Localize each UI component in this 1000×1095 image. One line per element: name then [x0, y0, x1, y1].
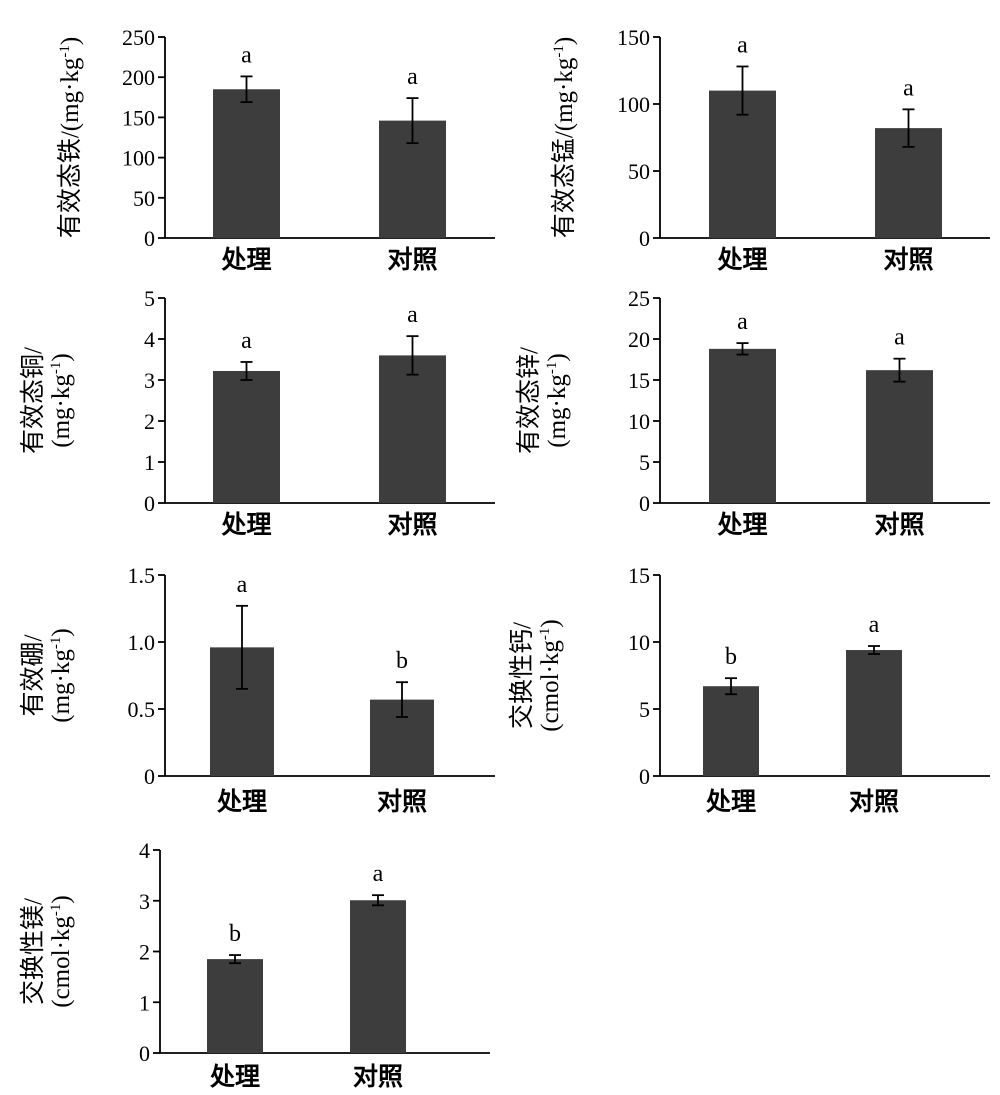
category-label: 对照	[883, 246, 933, 274]
chart-panel-3: 0 1 2 3 4 5 a 处理 a 对照 有效态铜/(mg·kg-1)	[19, 286, 495, 539]
significance-label: a	[737, 309, 748, 335]
y-axis-label-line1: 有效硼/	[19, 634, 47, 716]
significance-label: b	[229, 921, 241, 947]
y-tick-label: 0	[639, 226, 650, 251]
y-tick-label: 1	[139, 990, 150, 1015]
y-axis-label-line1: 有效态铜/	[19, 347, 47, 454]
y-tick-label: 0	[144, 491, 155, 516]
category-label: 对照	[377, 788, 427, 816]
category-label: 对照	[849, 788, 899, 816]
y-tick-label: 3	[144, 368, 155, 393]
y-axis-label-line2: (mg·kg-1)	[544, 353, 571, 447]
bar	[213, 370, 280, 503]
y-axis-label-line1: 有效态锌/	[515, 347, 543, 454]
y-tick-label: 0	[144, 226, 155, 251]
y-tick-label: 15	[628, 563, 650, 588]
y-tick-label: 1	[144, 450, 155, 475]
y-tick-label: 0	[139, 1041, 150, 1066]
y-axis-label-line2: (mg·kg-1)	[48, 353, 75, 447]
y-tick-label: 5	[144, 286, 155, 311]
y-tick-label: 0	[144, 764, 155, 789]
bar	[350, 900, 406, 1053]
y-tick-label: 150	[617, 25, 650, 50]
significance-label: b	[725, 644, 737, 670]
y-tick-label: 5	[639, 697, 650, 722]
y-tick-label: 100	[617, 92, 650, 117]
chart-panel-2: 0 50 100 150 a 处理 a 对照 有效态锰/(mg·kg-1)	[550, 25, 990, 274]
y-tick-label: 10	[628, 409, 650, 434]
y-tick-label: 1.5	[128, 563, 156, 588]
y-tick-label: 2	[144, 409, 155, 434]
chart-panel-6: 0 5 10 15 b 处理 a 对照 交换性钙/(cmol·kg-1)	[508, 563, 990, 816]
significance-label: a	[407, 302, 418, 328]
category-label: 对照	[387, 246, 437, 274]
y-axis-label-line2: (cmol·kg-1)	[48, 895, 75, 1007]
y-tick-label: 20	[628, 327, 650, 352]
y-axis-label-line2: (mg·kg-1)	[48, 628, 75, 722]
bar	[213, 89, 280, 238]
y-tick-label: 1.0	[128, 630, 156, 655]
y-axis-label: 有效态锰/(mg·kg-1)	[550, 37, 578, 238]
category-label: 处理	[216, 788, 267, 816]
bar	[703, 686, 759, 776]
chart-panel-5: 0 0.5 1.0 1.5 a 处理 b 对照 有效硼/(mg·kg-1)	[19, 563, 495, 816]
y-tick-label: 5	[639, 450, 650, 475]
y-tick-label: 15	[628, 368, 650, 393]
y-axis-label-line1: 交换性钙/	[508, 622, 536, 729]
y-tick-label: 0	[639, 764, 650, 789]
category-label: 处理	[220, 246, 271, 274]
significance-label: a	[894, 325, 905, 351]
y-tick-label: 0.5	[128, 697, 156, 722]
category-label: 对照	[874, 511, 924, 539]
significance-label: b	[396, 648, 408, 674]
y-tick-label: 10	[628, 630, 650, 655]
category-label: 处理	[716, 511, 767, 539]
y-tick-label: 3	[139, 889, 150, 914]
chart-panel-4: 0 5 10 15 20 25 a 处理 a 对照 有效态锌/(mg·kg-1)	[515, 286, 990, 539]
significance-label: a	[373, 861, 384, 887]
significance-label: a	[237, 572, 248, 598]
category-label: 处理	[716, 246, 767, 274]
bar	[207, 959, 263, 1053]
significance-label: a	[241, 42, 252, 68]
category-label: 处理	[209, 1063, 260, 1091]
category-label: 处理	[705, 788, 756, 816]
significance-label: a	[869, 612, 880, 638]
significance-label: a	[407, 64, 418, 90]
bar	[379, 355, 446, 503]
significance-label: a	[903, 75, 914, 101]
chart-panel-7: 0 1 2 3 4 b 处理 a 对照 交换性镁/(cmol·kg-1)	[19, 838, 490, 1091]
y-tick-label: 2	[139, 940, 150, 965]
chart-panel-1: 0 50 100 150 200 250 a 处理 a 对照 有效态铁/(mg·kg-1)	[56, 25, 495, 274]
y-tick-label: 25	[628, 286, 650, 311]
significance-label: a	[241, 328, 252, 354]
y-tick-label: 4	[144, 327, 155, 352]
y-axis-label-line2: (cmol·kg-1)	[537, 619, 564, 731]
bar	[709, 348, 776, 503]
category-label: 对照	[387, 511, 437, 539]
category-label: 处理	[220, 511, 271, 539]
significance-label: a	[737, 32, 748, 58]
y-tick-label: 50	[133, 186, 155, 211]
y-tick-label: 150	[122, 105, 155, 130]
y-tick-label: 4	[139, 838, 150, 863]
y-tick-label: 250	[122, 25, 155, 50]
bar	[866, 370, 933, 503]
y-tick-label: 50	[628, 159, 650, 184]
bar	[846, 650, 902, 776]
y-axis-label-line1: 交换性镁/	[19, 898, 47, 1005]
y-tick-label: 100	[122, 146, 155, 171]
y-axis-label: 有效态铁/(mg·kg-1)	[56, 37, 84, 238]
y-tick-label: 200	[122, 65, 155, 90]
category-label: 对照	[353, 1063, 403, 1091]
y-tick-label: 0	[639, 491, 650, 516]
